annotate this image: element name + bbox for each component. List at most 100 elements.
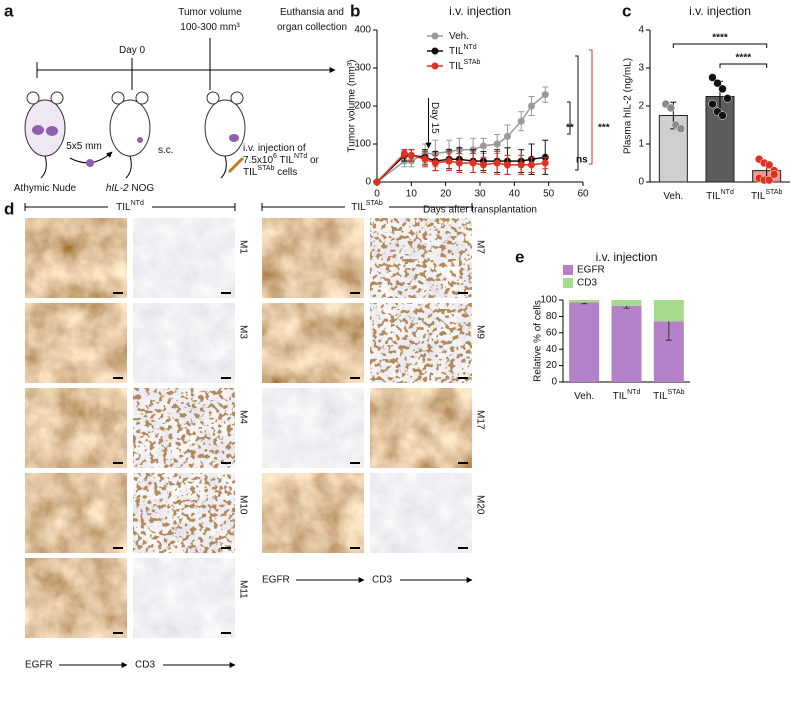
x-tick-label-base: TIL xyxy=(653,391,668,402)
x-tick-label: 0 xyxy=(374,189,380,200)
significance-label: ns xyxy=(576,155,588,166)
data-point xyxy=(479,161,487,169)
legend-label: CD3 xyxy=(577,278,597,289)
data-point xyxy=(431,159,439,167)
x-tick-label-base: TIL xyxy=(613,391,628,402)
x-tick-label: 10 xyxy=(406,189,418,200)
y-tick-label: 2 xyxy=(638,101,644,112)
x-tick-label: 60 xyxy=(577,189,589,200)
significance-bracket xyxy=(575,55,579,171)
y-tick-label: 3 xyxy=(638,63,644,74)
bar-segment xyxy=(611,300,642,306)
y-axis-label: Relative % of cells xyxy=(533,300,544,382)
panel-label: a xyxy=(4,1,14,20)
data-point xyxy=(528,102,535,110)
significance-label: *** xyxy=(598,123,610,134)
legend-label: TILSTAb xyxy=(449,59,481,71)
x-tick-label: 50 xyxy=(543,189,555,200)
legend-label-base: Veh. xyxy=(449,31,469,42)
graft-label: 5x5 mm xyxy=(66,141,102,152)
label-bg xyxy=(345,199,389,215)
mouse-label-part: NOG xyxy=(129,183,155,194)
x-tick-label: TILNTd xyxy=(613,389,641,401)
data-point xyxy=(421,155,429,163)
x-tick-label: Veh. xyxy=(663,191,683,202)
sample-label: M10 xyxy=(237,495,248,515)
y-axis-label: Tumor volume (mm³) xyxy=(347,60,358,153)
x-tick-label-base: Veh. xyxy=(663,191,683,202)
data-point xyxy=(469,159,477,167)
ihc-stain xyxy=(133,473,235,553)
data-point xyxy=(528,161,535,169)
legend-label: EGFR xyxy=(577,265,605,276)
significance-label: **** xyxy=(736,53,752,64)
data-point xyxy=(493,140,501,148)
y-tick-label: 200 xyxy=(354,101,371,112)
injection-label-part: cells xyxy=(274,167,297,178)
x-axis-label: Days after transplantation xyxy=(423,205,537,216)
sample-label: M11 xyxy=(237,580,248,599)
chart-title: i.v. injection xyxy=(689,4,751,18)
ihc-image xyxy=(25,473,127,553)
data-point xyxy=(373,178,381,186)
x-tick-label-base: Veh. xyxy=(574,391,594,402)
significance-bracket xyxy=(672,43,768,48)
group-title-part: STAb xyxy=(366,200,383,207)
data-point xyxy=(517,161,525,169)
timepoint: Day 0 xyxy=(119,45,146,56)
data-point xyxy=(517,117,525,125)
y-tick-label: 80 xyxy=(546,311,558,322)
data-point xyxy=(493,159,501,167)
annotation: Day 15 xyxy=(429,102,440,134)
data-point xyxy=(718,111,727,120)
ihc-image xyxy=(262,473,364,553)
y-tick-label: 40 xyxy=(546,344,558,355)
x-tick-label-sup: NTd xyxy=(627,389,640,396)
group-title: TILNTd xyxy=(116,200,144,212)
stain-label: EGFR xyxy=(25,660,53,671)
data-point xyxy=(708,99,717,109)
timepoint-part: Day 0 xyxy=(119,45,146,56)
label-bg xyxy=(108,199,152,215)
data-point xyxy=(503,161,511,169)
timepoint: 100-300 mm³ xyxy=(180,22,240,33)
ihc-image xyxy=(25,303,127,383)
route-label-part: s.c. xyxy=(158,145,174,156)
ihc-image xyxy=(262,218,364,298)
ihc-image xyxy=(25,388,127,468)
y-tick-label: 0 xyxy=(638,177,644,188)
legend-label-base: TIL xyxy=(449,61,464,72)
legend-label: TILNTd xyxy=(449,44,477,56)
x-tick-label: 30 xyxy=(474,189,486,200)
x-tick-label-base: TIL xyxy=(706,191,721,202)
injection-label: TILSTAb cells xyxy=(243,165,297,177)
sample-label: M4 xyxy=(237,410,248,424)
legend-swatch xyxy=(563,278,573,288)
mouse xyxy=(109,91,151,179)
data-point xyxy=(676,124,686,134)
data-point xyxy=(666,103,676,113)
timepoint: Tumor volume xyxy=(178,7,242,18)
panel-label: c xyxy=(622,1,631,20)
data-point xyxy=(445,157,453,165)
y-tick-label: 20 xyxy=(546,360,558,371)
stain-label: CD3 xyxy=(372,575,392,586)
injection-label-part: i.v. injection of xyxy=(243,143,306,154)
legend-swatch xyxy=(563,265,573,275)
x-tick-label: TILSTAb xyxy=(653,389,685,401)
data-point xyxy=(541,91,549,99)
graft-label-part: 5x5 mm xyxy=(66,141,102,152)
legend-marker xyxy=(431,32,439,40)
group-title-part: NTd xyxy=(131,200,144,207)
legend-label-base: TIL xyxy=(449,46,464,57)
panel-label: b xyxy=(350,1,360,20)
panel-label: d xyxy=(4,199,14,218)
sample-label: M7 xyxy=(474,240,485,254)
data-point xyxy=(479,142,487,150)
significance-bracket xyxy=(589,49,593,165)
data-point xyxy=(723,94,732,103)
timepoint-part: organ collection xyxy=(277,22,347,33)
y-tick-label: 1 xyxy=(638,139,644,150)
ihc-image xyxy=(262,388,364,468)
